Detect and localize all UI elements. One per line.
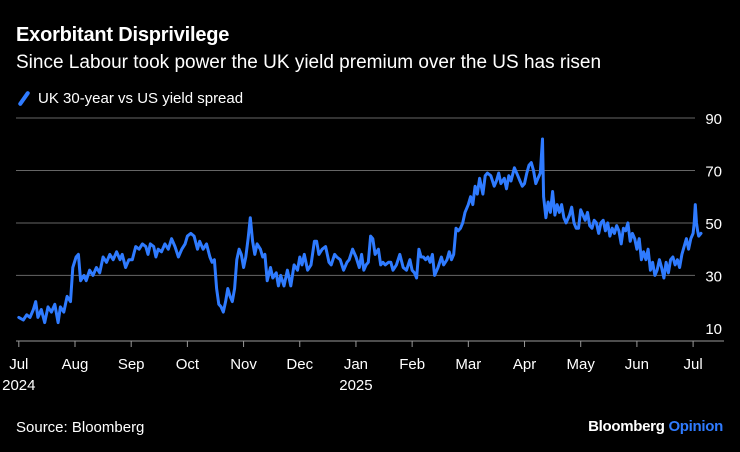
brand-name: Bloomberg	[588, 418, 665, 435]
x-tick-label: Jun	[625, 356, 649, 373]
chart-title: Exorbitant Disprivilege	[16, 24, 230, 46]
x-tick-year-label: 2024	[2, 377, 35, 394]
x-tick-label: Sep	[118, 356, 145, 373]
brand-logo: Bloomberg Opinion	[588, 418, 723, 435]
y-tick-label: 50	[705, 216, 722, 233]
x-tick-label: Nov	[230, 356, 257, 373]
y-tick-label: 90	[705, 111, 722, 128]
x-tick-label: Jul	[684, 356, 703, 373]
y-tick-label: 70	[705, 163, 722, 180]
x-tick-year-label: 2025	[339, 377, 372, 394]
x-tick-label: May	[567, 356, 596, 373]
brand-accent: Opinion	[668, 418, 723, 435]
x-tick-label: Jul	[9, 356, 28, 373]
x-tick-label: Oct	[176, 356, 200, 373]
chart-subtitle: Since Labour took power the UK yield pre…	[16, 52, 602, 73]
x-tick-label: Dec	[286, 356, 313, 373]
x-tick-label: Apr	[513, 356, 536, 373]
x-tick-label: Feb	[399, 356, 425, 373]
x-tick-label: Mar	[455, 356, 481, 373]
source-note: Source: Bloomberg	[16, 419, 145, 436]
legend-label: UK 30-year vs US yield spread	[38, 90, 244, 107]
x-tick-label: Aug	[62, 356, 89, 373]
x-tick-label: Jan	[344, 356, 368, 373]
series-line	[17, 137, 703, 325]
legend: UK 30-year vs US yield spread	[16, 90, 243, 107]
y-tick-label: 30	[705, 268, 722, 285]
y-tick-label: 10	[705, 321, 722, 338]
